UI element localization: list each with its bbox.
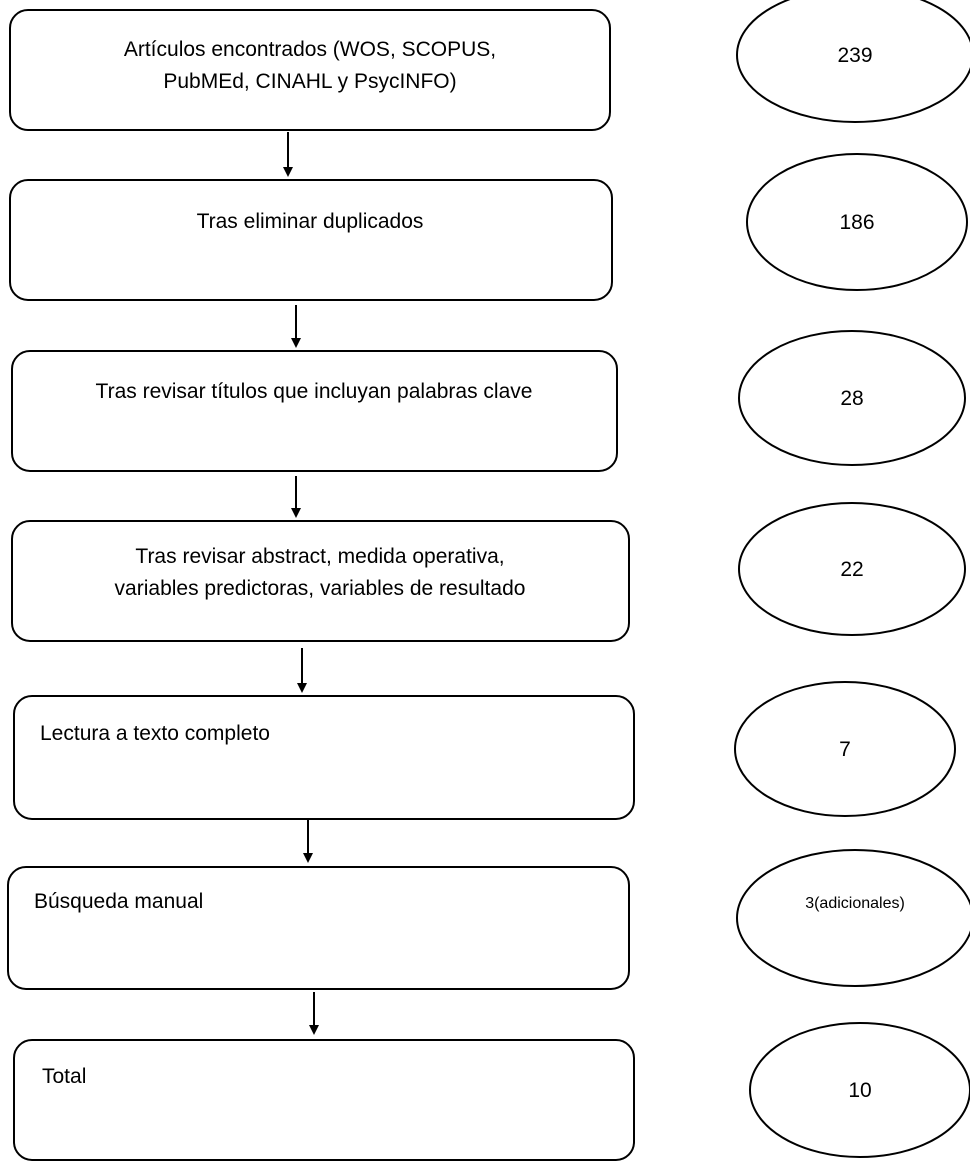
step-2-box (9, 179, 613, 301)
step-7: Total 10 (13, 1022, 970, 1161)
step-3-count: 28 (840, 387, 863, 410)
step-2-label-line-1: Tras eliminar duplicados (197, 210, 424, 233)
step-1-count-ellipse (736, 0, 970, 123)
step-5-count: 7 (839, 738, 851, 761)
step-1-label-line-1: Artículos encontrados (WOS, SCOPUS, (124, 38, 496, 61)
step-6-count: 3(adicionales) (805, 895, 905, 912)
step-4-count: 22 (840, 558, 863, 581)
step-2-count: 186 (839, 211, 874, 234)
step-3-label-line-1: Tras revisar títulos que incluyan palabr… (96, 380, 533, 403)
step-7-label-line-1: Total (42, 1065, 86, 1088)
step-6-box (7, 866, 630, 990)
step-7-count: 10 (848, 1079, 871, 1102)
step-7-box (13, 1039, 635, 1161)
step-3: Tras revisar títulos que incluyan palabr… (11, 330, 966, 472)
step-4-label-line-2: variables predictoras, variables de resu… (115, 577, 526, 600)
step-5: Lectura a texto completo 7 (13, 681, 956, 820)
step-1-box (9, 9, 611, 131)
step-4-count-ellipse (738, 502, 966, 636)
step-2: Tras eliminar duplicados 186 (9, 153, 968, 301)
step-4: Tras revisar abstract, medida operativa,… (11, 502, 966, 642)
step-6: Búsqueda manual 3(adicionales) (7, 849, 970, 990)
step-6-count-ellipse (736, 849, 970, 987)
step-1-count: 239 (837, 44, 872, 67)
step-1: Artículos encontrados (WOS, SCOPUS, PubM… (9, 0, 970, 131)
step-1-label-line-2: PubMEd, CINAHL y PsycINFO) (163, 70, 456, 93)
step-4-box (11, 520, 630, 642)
step-7-count-ellipse (749, 1022, 970, 1158)
step-2-count-ellipse (746, 153, 968, 291)
step-5-label-line-1: Lectura a texto completo (40, 722, 270, 745)
step-4-label-line-1: Tras revisar abstract, medida operativa, (135, 545, 504, 568)
step-3-count-ellipse (738, 330, 966, 466)
step-3-box (11, 350, 618, 472)
step-5-count-ellipse (734, 681, 956, 817)
step-6-label-line-1: Búsqueda manual (34, 890, 203, 913)
step-5-box (13, 695, 635, 820)
